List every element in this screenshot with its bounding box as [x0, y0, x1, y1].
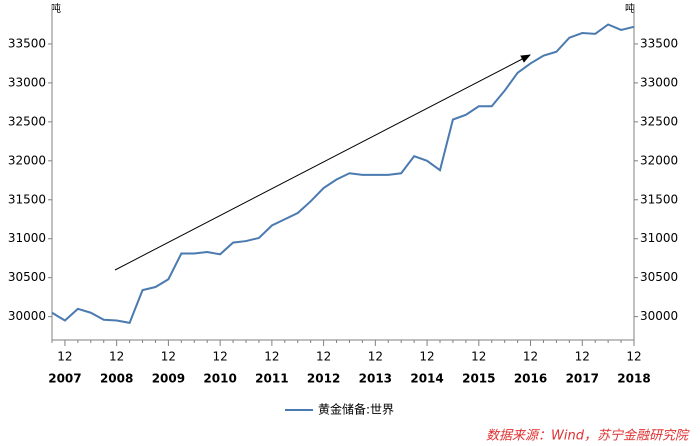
y2-tick-label: 33500 — [640, 36, 678, 50]
y2-tick-label: 32000 — [640, 153, 678, 167]
y2-tick-label: 33000 — [640, 75, 678, 89]
right-unit: 吨 — [625, 2, 635, 15]
x-tick-label: 12 — [368, 350, 383, 364]
y2-tick-label: 30000 — [640, 309, 678, 323]
legend-label: 黄金储备:世界 — [318, 402, 394, 417]
y2-tick-label: 31000 — [640, 231, 678, 245]
x-year-label: 2007 — [48, 372, 81, 386]
y2-tick-label: 32500 — [640, 114, 678, 128]
y-tick-label: 33000 — [8, 75, 46, 89]
x-year-label: 2012 — [307, 372, 340, 386]
x-tick-label: 12 — [575, 350, 590, 364]
x-year-label: 2014 — [410, 372, 443, 386]
y-tick-label: 30000 — [8, 309, 46, 323]
x-year-label: 2016 — [514, 372, 547, 386]
y-tick-label: 31500 — [8, 192, 46, 206]
x-tick-label: 12 — [161, 350, 176, 364]
left-unit: 吨 — [51, 2, 61, 15]
trend-arrow — [114, 54, 531, 271]
x-year-label: 2015 — [462, 372, 495, 386]
x-tick-label: 12 — [109, 350, 124, 364]
x-year-label: 2008 — [100, 372, 133, 386]
y-tick-label: 33500 — [8, 36, 46, 50]
x-tick-label: 12 — [419, 350, 434, 364]
x-year-label: 2010 — [203, 372, 236, 386]
x-tick-label: 12 — [626, 350, 641, 364]
x-year-label: 2017 — [566, 372, 599, 386]
y2-tick-label: 31500 — [640, 192, 678, 206]
y-tick-label: 31000 — [8, 231, 46, 245]
x-year-label: 2009 — [152, 372, 185, 386]
x-tick-label: 12 — [264, 350, 279, 364]
x-tick-label: 12 — [316, 350, 331, 364]
series-line — [51, 23, 635, 324]
x-tick-label: 12 — [212, 350, 227, 364]
y-tick-label: 32000 — [8, 153, 46, 167]
x-tick-label: 12 — [523, 350, 538, 364]
x-year-label: 2011 — [255, 372, 288, 386]
y-tick-label: 32500 — [8, 114, 46, 128]
y-tick-label: 30500 — [8, 270, 46, 284]
x-year-label: 2013 — [359, 372, 392, 386]
y2-tick-label: 30500 — [640, 270, 678, 284]
x-tick-label: 12 — [471, 350, 486, 364]
source: 数据来源：Wind，苏宁金融研究院 — [486, 428, 690, 444]
x-year-label: 2018 — [617, 372, 650, 386]
x-tick-label: 12 — [57, 350, 72, 364]
